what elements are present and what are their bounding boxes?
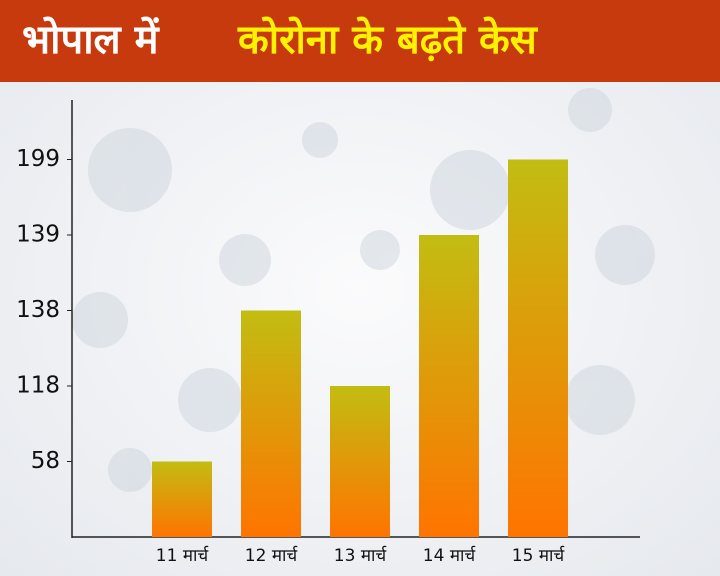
virus-decoration xyxy=(72,88,655,492)
y-tick-label: 139 xyxy=(16,222,60,248)
chart-title: भोपाल में xyxy=(22,16,161,63)
x-tick-label: 13 मार्च xyxy=(334,545,388,566)
x-tick-label: 14 मार्च xyxy=(423,545,477,566)
x-tick-label: 12 मार्च xyxy=(245,545,299,566)
bar xyxy=(330,386,390,537)
bar xyxy=(508,159,568,537)
y-tick-label: 138 xyxy=(16,297,60,323)
bar xyxy=(241,310,301,537)
x-tick-label: 11 मार्च xyxy=(156,545,210,566)
bar xyxy=(152,461,212,537)
y-tick-label: 199 xyxy=(16,146,60,172)
bar xyxy=(419,235,479,537)
chart-title-highlight: कोरोना के बढ़ते केस xyxy=(237,16,539,63)
y-tick-label: 118 xyxy=(16,373,60,399)
x-tick-label: 15 मार्च xyxy=(512,545,566,566)
title-bar xyxy=(0,0,720,82)
y-tick-label: 58 xyxy=(31,448,60,474)
